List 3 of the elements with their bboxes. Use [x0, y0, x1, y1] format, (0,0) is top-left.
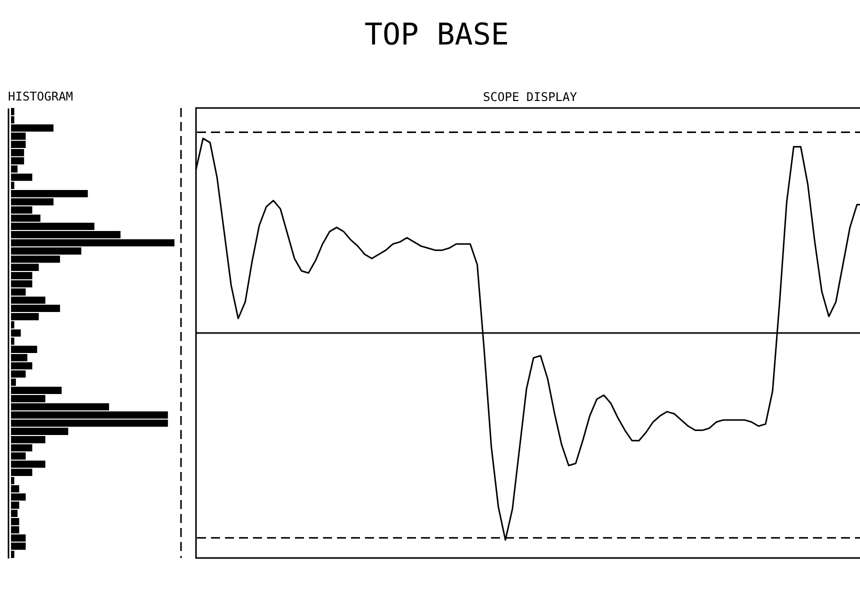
- chart-title: HISTOGRAM: [8, 89, 74, 104]
- text: TOP BASE: [364, 17, 509, 52]
- chart-title: SCOPE DISPLAY: [483, 90, 578, 104]
